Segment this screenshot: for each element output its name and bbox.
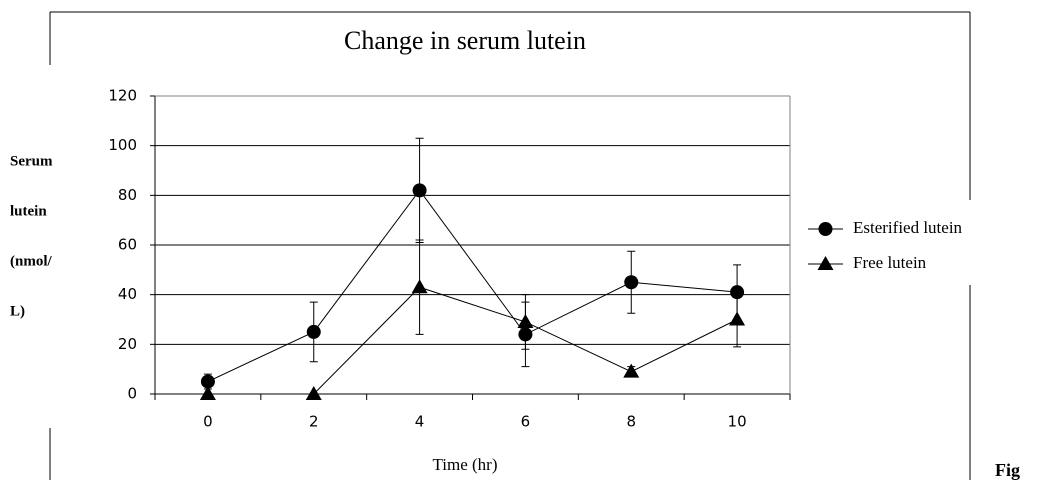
marker [517,313,534,328]
y-tick-label: 60 [118,236,137,254]
y-tick-label: 20 [118,335,137,353]
legend-background [800,205,1050,280]
footer: Fig [995,460,1020,480]
x-tick-label: 4 [415,413,425,431]
marker [306,324,321,339]
y-tick-label: 120 [108,87,137,105]
y-axis-label: lutein [10,203,47,219]
y-axis-label: L) [10,303,25,319]
marker [624,275,639,290]
x-tick-label: 0 [203,413,213,431]
x-tick-label: 10 [728,413,747,431]
series-line [207,189,738,383]
marker [729,311,746,326]
x-axis-label: Time (hr) [432,455,497,474]
marker [818,222,833,236]
y-tick-label: 40 [118,285,137,303]
marker [305,386,322,400]
marker [412,183,427,198]
marker [411,279,428,294]
x-tick-label: 6 [521,413,531,431]
legend-label: Free lutein [853,253,927,272]
y-tick-label: 80 [118,186,137,204]
x-tick-label: 8 [626,413,636,431]
x-tick-label: 2 [309,413,319,431]
y-tick-label: 100 [108,136,137,154]
chart-title: Change in serum lutein [344,26,586,55]
marker [817,256,834,270]
y-axis-label: Serum [10,153,53,169]
marker [623,363,640,378]
marker [199,386,216,400]
series-line [207,286,738,395]
y-axis-label: (nmol/ [10,253,53,269]
frame [49,11,971,480]
legend-label: Esterified lutein [853,218,963,237]
y-tick-label: 0 [127,385,137,403]
marker [200,374,215,389]
